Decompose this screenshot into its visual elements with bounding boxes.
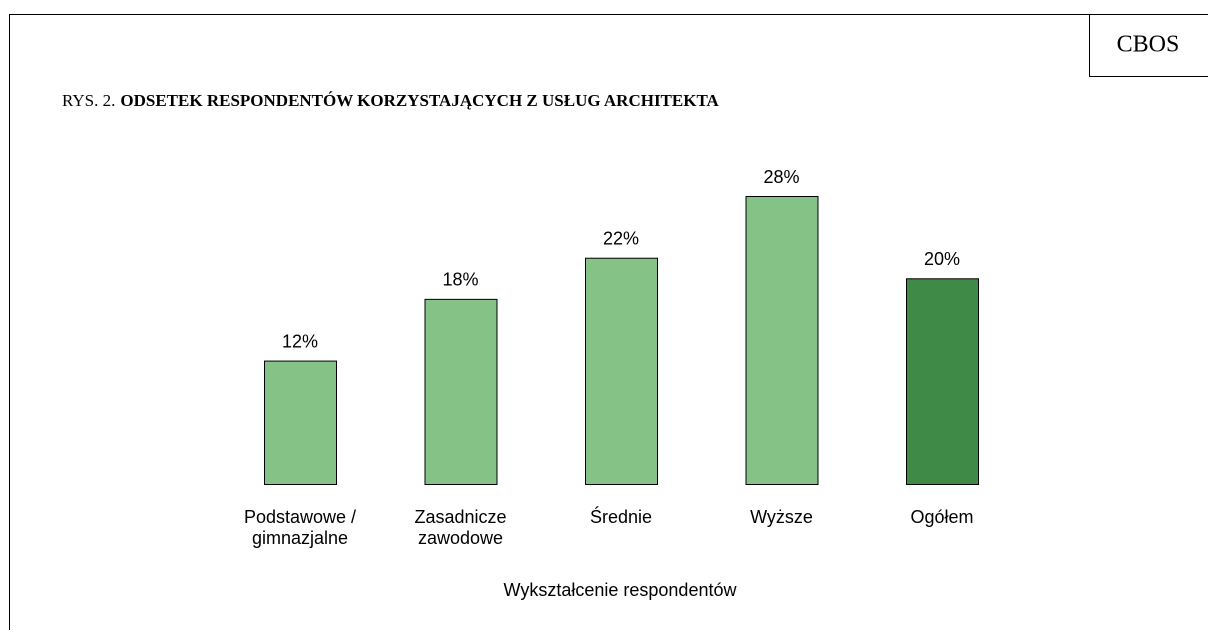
bar (745, 196, 819, 485)
source: CBOS (1117, 32, 1180, 58)
x-tick-label: Podstawowe / gimnazjalne (243, 507, 357, 548)
x-tick-label: Średnie (589, 507, 653, 527)
data-label: 22% (603, 228, 639, 248)
data-label: 18% (442, 270, 478, 290)
data-label: 20% (924, 249, 960, 269)
figure-label: RYS. 2. (62, 91, 115, 110)
bar (264, 360, 337, 486)
chart-title: RYS. 2. ODSETEK RESPONDENTÓW KORZYSTAJĄCY… (62, 91, 720, 110)
bar (424, 298, 498, 485)
x-tick-label: Wyższe (750, 507, 813, 527)
data-label: 28% (763, 167, 799, 187)
data-label: 12% (282, 331, 318, 351)
bar (906, 278, 979, 485)
x-axis-label: Wykształcenie respondentów (504, 580, 738, 600)
bar (585, 257, 658, 486)
x-tick-label: Ogółem (910, 507, 974, 527)
source-box (1089, 14, 1208, 77)
x-tick-label: Zasadnicze zawodowe (414, 507, 507, 548)
title: ODSETEK RESPONDENTÓW KORZYSTAJĄCYCH Z US… (120, 91, 719, 110)
